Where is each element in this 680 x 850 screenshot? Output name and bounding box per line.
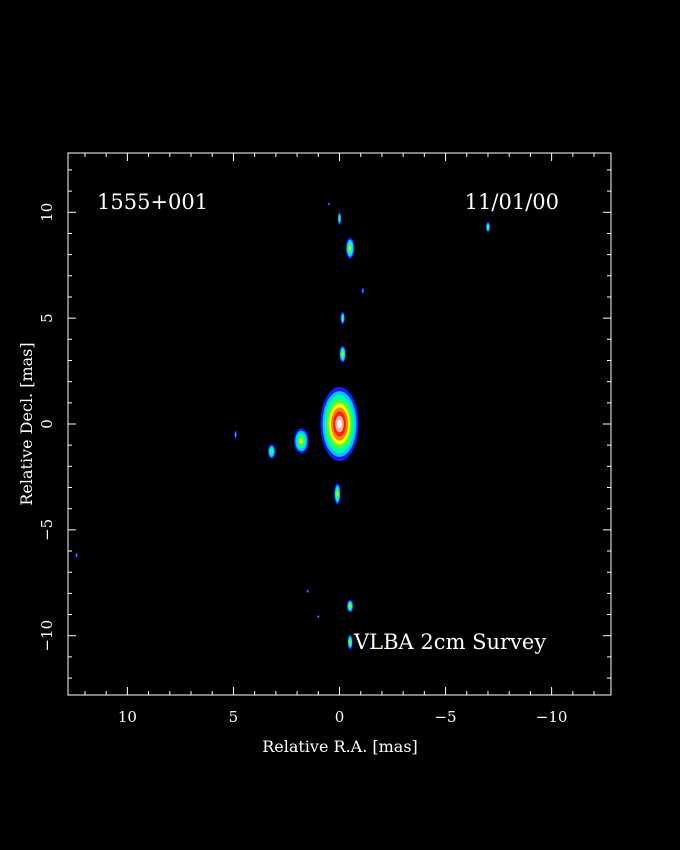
source-component: [340, 311, 345, 325]
x-tick-label: 0: [335, 708, 345, 726]
x-axis-label: Relative R.A. [mas]: [262, 737, 418, 756]
source-component: [320, 386, 359, 462]
x-tick-label: 5: [229, 708, 239, 726]
source-component: [346, 599, 354, 613]
y-axis-label: Relative Decl. [mas]: [17, 342, 36, 505]
contour-level: [342, 316, 344, 320]
source-component: [267, 444, 276, 459]
source-component: [337, 212, 342, 225]
y-tick-label: −5: [38, 519, 56, 541]
source-component: [327, 202, 331, 206]
source-component: [317, 615, 320, 619]
source-component: [306, 589, 309, 593]
contour-level: [349, 604, 351, 608]
observation-date: 11/01/00: [465, 190, 559, 214]
source-component: [347, 634, 353, 650]
source-component: [345, 237, 355, 259]
source-component: [334, 483, 341, 505]
contour-level: [339, 217, 340, 221]
contour-level: [270, 449, 273, 454]
axis-tick-labels: 10 5 0 −5 −10 10 5 0 −5 −10: [38, 203, 567, 726]
contour-level: [234, 432, 237, 437]
source-component: [361, 287, 365, 294]
source-components: [75, 202, 491, 650]
survey-annotation: VLBA 2cm Survey: [353, 630, 546, 654]
source-name: 1555+001: [97, 190, 208, 214]
y-tick-label: 10: [38, 203, 56, 222]
contour-level: [299, 438, 303, 444]
source-component: [75, 552, 78, 558]
contour-level: [349, 246, 351, 251]
contour-level: [328, 203, 330, 205]
contour-level: [349, 640, 351, 644]
contour-level: [362, 289, 364, 293]
source-component: [234, 430, 237, 439]
contour-level: [337, 419, 342, 429]
axis-ticks: [68, 153, 611, 695]
contour-level: [317, 615, 319, 618]
x-tick-label: −5: [434, 708, 456, 726]
y-tick-label: 0: [38, 419, 56, 429]
contour-level: [307, 590, 309, 593]
source-component: [339, 345, 346, 363]
contour-level: [342, 352, 344, 356]
source-component: [485, 221, 491, 233]
contour-level: [487, 225, 489, 229]
contour-level: [75, 553, 78, 557]
y-tick-label: 5: [38, 313, 56, 323]
x-tick-label: −10: [536, 708, 568, 726]
source-component: [293, 428, 309, 454]
contour-level: [336, 491, 339, 496]
x-tick-label: 10: [118, 708, 137, 726]
y-tick-label: −10: [38, 620, 56, 652]
